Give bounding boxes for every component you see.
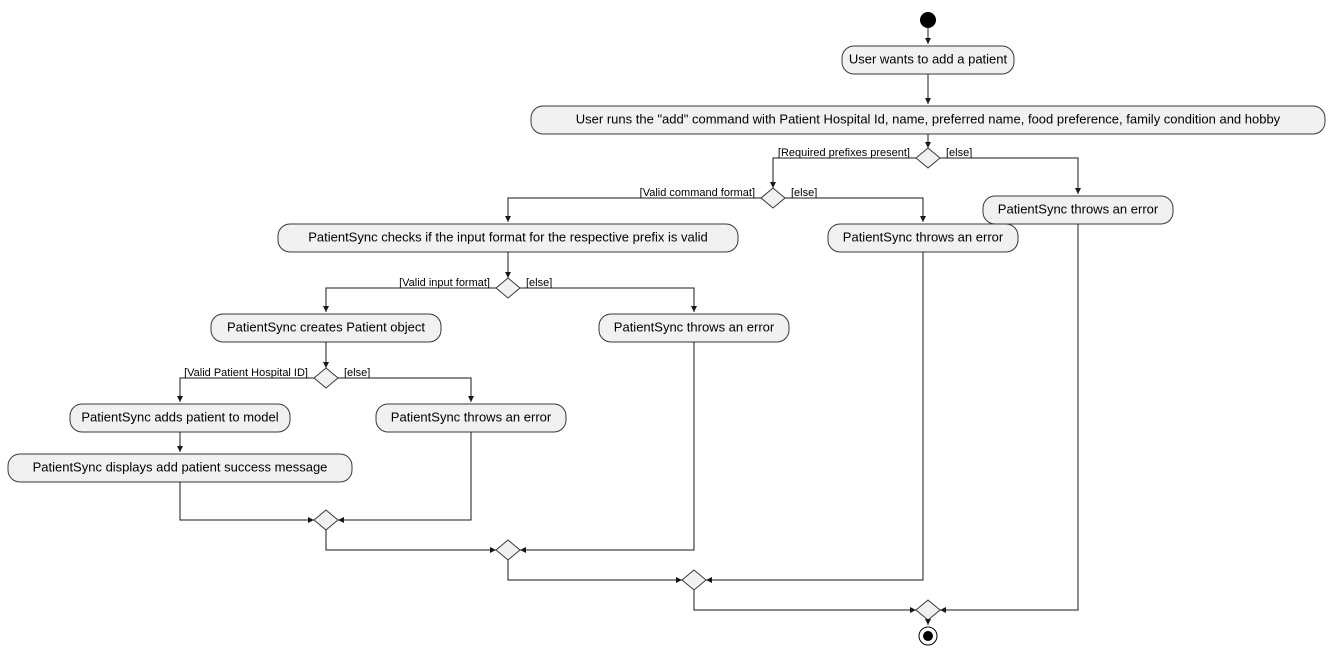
start-node xyxy=(920,12,936,28)
edge xyxy=(326,288,496,312)
edge xyxy=(338,378,471,402)
merge-1 xyxy=(314,510,338,530)
activity-label: PatientSync throws an error xyxy=(843,229,1004,244)
edge xyxy=(940,158,1078,194)
activity-label: PatientSync throws an error xyxy=(391,409,552,424)
activity-label: User wants to add a patient xyxy=(849,51,1008,66)
edge xyxy=(520,288,694,312)
guard-label: [else] xyxy=(526,277,552,289)
merge-4 xyxy=(916,600,940,620)
merge-3 xyxy=(682,570,706,590)
decision-hospital-id xyxy=(314,368,338,388)
activity-label: PatientSync displays add patient success… xyxy=(33,459,328,474)
merge-2 xyxy=(496,540,520,560)
decision-input-format xyxy=(496,278,520,298)
guard-label: [else] xyxy=(946,147,972,159)
guard-label: [Valid command format] xyxy=(640,187,755,199)
edge xyxy=(520,342,694,550)
end-node-inner xyxy=(923,631,933,641)
edge xyxy=(508,198,761,222)
edge xyxy=(940,224,1078,610)
activity-diagram: User wants to add a patient User runs th… xyxy=(0,0,1334,661)
activity-label: PatientSync throws an error xyxy=(614,319,775,334)
guard-label: [else] xyxy=(344,367,370,379)
guard-label: [Valid Patient Hospital ID] xyxy=(184,367,308,379)
activity-label: PatientSync checks if the input format f… xyxy=(308,229,708,244)
activity-label: PatientSync throws an error xyxy=(998,201,1159,216)
edge xyxy=(694,590,916,610)
edge xyxy=(180,482,314,520)
edge xyxy=(785,198,923,222)
guard-label: [else] xyxy=(791,187,817,199)
activity-label: User runs the "add" command with Patient… xyxy=(576,111,1281,126)
edge xyxy=(180,378,314,402)
activity-label: PatientSync adds patient to model xyxy=(81,409,278,424)
edge xyxy=(773,158,916,188)
edge xyxy=(706,252,923,580)
activity-label: PatientSync creates Patient object xyxy=(227,319,425,334)
decision-prefixes xyxy=(916,148,940,168)
edge xyxy=(508,560,682,580)
guard-label: [Valid input format] xyxy=(399,277,490,289)
edge xyxy=(326,530,496,550)
guard-label: [Required prefixes present] xyxy=(778,147,910,159)
edge xyxy=(338,432,471,520)
decision-command-format xyxy=(761,188,785,208)
